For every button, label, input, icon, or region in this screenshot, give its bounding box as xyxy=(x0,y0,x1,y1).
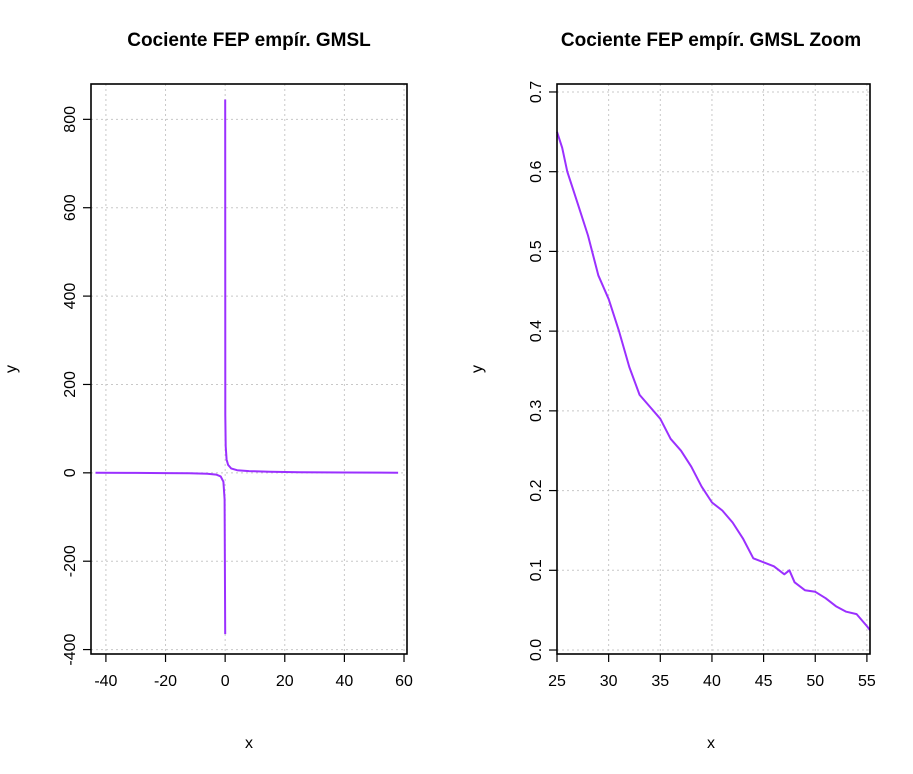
right-x-tick-label-2: 35 xyxy=(651,673,669,690)
left-grid xyxy=(91,84,407,654)
right-plot-title: Cociente FEP empír. GMSL Zoom xyxy=(561,30,861,51)
right-grid xyxy=(556,84,870,654)
right-y-tick-label-7: 0.7 xyxy=(528,81,545,103)
right-y-tick-label-2: 0.2 xyxy=(528,479,545,501)
right-y-tick-label-3: 0.3 xyxy=(528,400,545,422)
left-x-ticks: -40 -20 0 20 40 60 xyxy=(94,654,413,690)
right-plot-frame xyxy=(556,83,871,655)
left-y-tick-label-6: 800 xyxy=(62,106,79,133)
left-series-0-segment-1 xyxy=(224,99,399,474)
right-y-axis-label: y xyxy=(469,365,486,373)
right-x-tick-label-3: 40 xyxy=(703,673,721,690)
left-x-tick-label-1: -20 xyxy=(154,673,177,690)
right-plot-panel: Cociente FEP empír. GMSL Zoom x y 25 30 35… xyxy=(469,30,876,752)
left-series-line xyxy=(95,99,399,635)
left-x-tick-label-0: -40 xyxy=(94,673,117,690)
left-plot-frame xyxy=(90,83,408,655)
left-y-tick-label-2: 0 xyxy=(62,468,79,477)
left-x-axis-label: x xyxy=(245,735,253,752)
left-x-tick-label-3: 20 xyxy=(276,673,294,690)
right-x-tick-label-5: 50 xyxy=(806,673,824,690)
left-plot-panel: Cociente FEP empír. GMSL x y -40 -20 0 20 40… xyxy=(3,30,413,752)
right-x-tick-label-0: 25 xyxy=(548,673,566,690)
left-y-axis-label: y xyxy=(3,365,20,373)
right-series-0-segment-0 xyxy=(556,131,871,631)
right-y-ticks: 0.0 0.1 0.2 0.3 0.4 0.5 0.6 0.7 xyxy=(528,81,557,661)
left-x-tick-label-4: 40 xyxy=(335,673,353,690)
right-y-tick-label-0: 0.0 xyxy=(528,639,545,661)
left-y-ticks: -400 -200 0 200 400 600 800 xyxy=(62,106,91,666)
right-y-tick-label-1: 0.1 xyxy=(528,559,545,581)
left-y-tick-label-3: 200 xyxy=(62,371,79,398)
right-x-ticks: 25 30 35 40 45 50 55 xyxy=(548,654,876,690)
right-x-tick-label-4: 45 xyxy=(755,673,773,690)
left-y-tick-label-0: -400 xyxy=(62,633,79,665)
left-plot-title: Cociente FEP empír. GMSL xyxy=(127,30,371,51)
left-y-tick-label-1: -200 xyxy=(62,545,79,577)
left-y-tick-label-5: 600 xyxy=(62,194,79,221)
right-y-tick-label-5: 0.5 xyxy=(528,240,545,262)
right-x-tick-label-6: 55 xyxy=(858,673,876,690)
left-series-0-segment-0 xyxy=(95,471,227,635)
left-x-tick-label-5: 60 xyxy=(395,673,413,690)
left-y-tick-label-4: 400 xyxy=(62,283,79,310)
right-x-axis-label: x xyxy=(707,735,715,752)
right-x-tick-label-1: 30 xyxy=(600,673,618,690)
right-y-tick-label-6: 0.6 xyxy=(528,160,545,182)
right-y-tick-label-4: 0.4 xyxy=(528,320,545,342)
left-x-tick-label-2: 0 xyxy=(221,673,230,690)
right-series-line xyxy=(556,131,871,631)
